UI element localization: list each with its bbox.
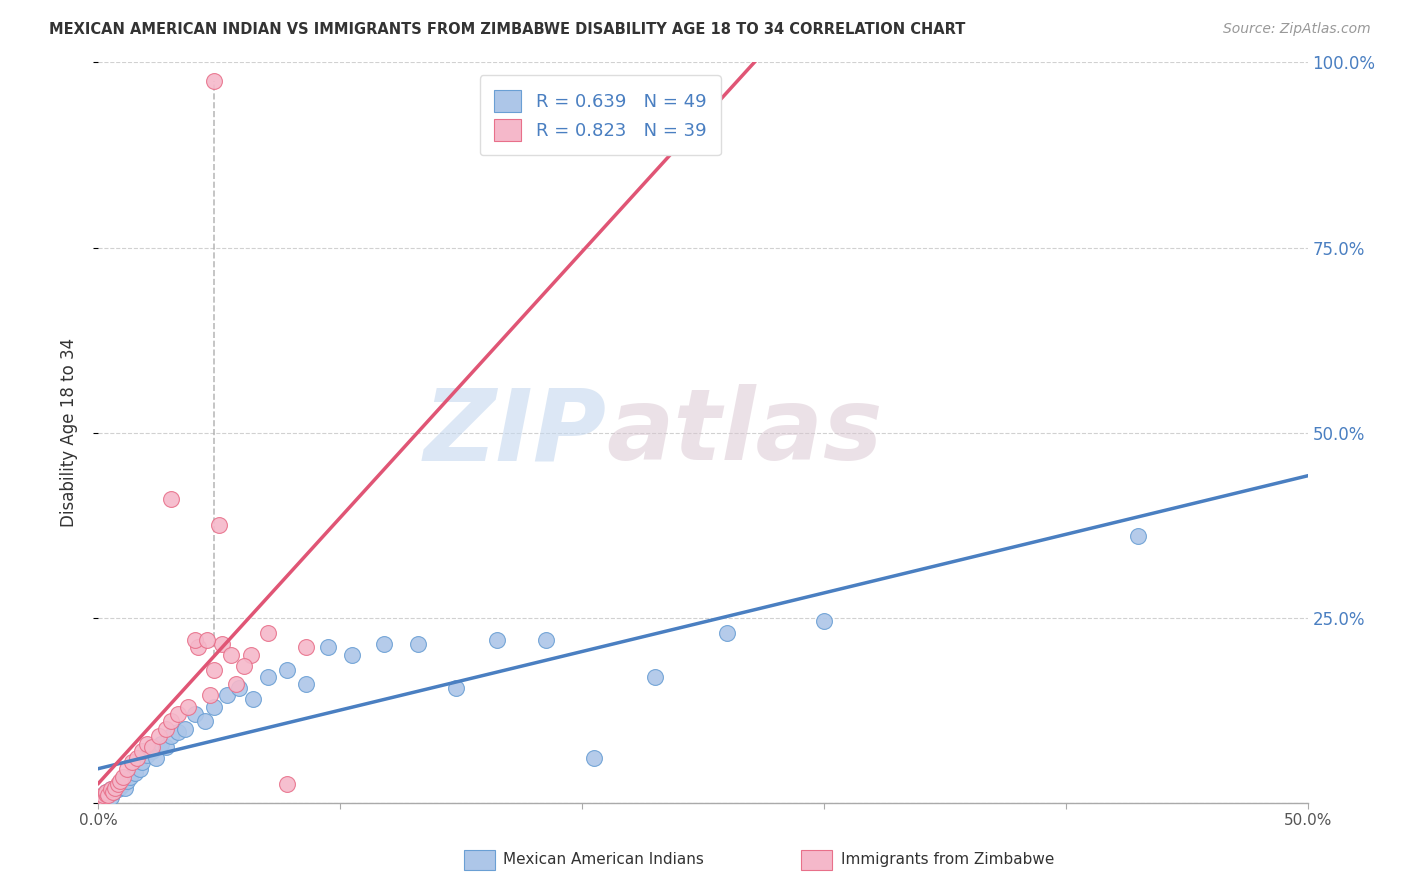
Point [118,770,141,784]
Point [373,637,395,651]
Point [256,670,278,684]
Point [583,751,606,765]
Point [111,770,134,784]
Point [100,782,122,797]
Point [194,714,217,729]
Point [160,729,183,743]
Point [135,747,157,762]
Point [94,787,117,801]
Legend: R = 0.639   N = 49, R = 0.823   N = 39: R = 0.639 N = 49, R = 0.823 N = 39 [479,75,721,155]
Point [204,663,226,677]
Point [90,794,112,808]
Point [145,751,167,765]
Point [108,773,131,788]
Point [239,648,262,662]
Point [160,492,183,507]
Point [184,706,207,721]
Point [534,632,557,647]
Point [167,725,190,739]
Point [195,632,218,647]
Point [97,789,120,803]
Point [101,785,124,799]
Point [187,640,209,655]
Point [486,632,509,647]
Point [91,789,114,803]
Point [242,692,264,706]
Text: Immigrants from Zimbabwe: Immigrants from Zimbabwe [841,853,1054,867]
Point [111,777,134,791]
Point [121,755,143,769]
Point [94,785,117,799]
Point [100,789,122,804]
Point [141,744,163,758]
Point [131,744,153,758]
Point [716,625,738,640]
Point [100,782,122,797]
Point [211,637,233,651]
Point [208,518,231,533]
Point [167,706,190,721]
Point [91,789,114,804]
Point [295,640,318,655]
Point [232,658,254,673]
Point [204,74,226,88]
Point [198,689,221,703]
Point [155,722,177,736]
Point [406,637,429,651]
Y-axis label: Disability Age 18 to 34: Disability Age 18 to 34 [59,338,77,527]
Point [148,729,170,743]
Point [160,714,183,729]
Point [813,615,835,629]
Point [342,648,364,662]
Point [295,677,318,691]
Point [104,780,127,795]
Point [141,740,163,755]
Point [155,740,177,755]
Point [107,782,129,797]
Point [94,785,117,799]
Point [108,780,131,794]
Point [221,648,243,662]
Point [91,789,114,804]
Point [90,794,112,808]
Point [104,780,127,795]
Point [127,751,149,765]
Point [644,670,666,684]
Point [225,677,247,691]
Point [177,699,200,714]
Point [107,777,129,791]
Point [128,763,150,777]
Text: atlas: atlas [606,384,883,481]
Point [131,755,153,769]
Point [114,780,136,795]
Point [97,789,120,803]
Point [228,681,250,695]
Point [256,625,278,640]
Point [184,632,207,647]
Point [174,722,197,736]
Point [316,640,339,655]
Point [117,773,139,788]
Point [215,689,238,703]
Point [1128,529,1150,543]
Point [90,791,112,805]
Point [91,789,114,803]
Point [117,763,139,777]
Point [94,787,117,801]
Text: MEXICAN AMERICAN INDIAN VS IMMIGRANTS FROM ZIMBABWE DISABILITY AGE 18 TO 34 CORR: MEXICAN AMERICAN INDIAN VS IMMIGRANTS FR… [49,22,966,37]
Point [446,681,468,695]
Point [276,663,298,677]
Point [276,777,298,791]
Point [204,699,226,714]
Point [101,785,124,799]
Point [124,766,146,780]
Point [90,791,112,805]
Point [135,737,157,751]
Text: Source: ZipAtlas.com: Source: ZipAtlas.com [1223,22,1371,37]
Text: Mexican American Indians: Mexican American Indians [503,853,704,867]
Point [150,737,173,751]
Text: ZIP: ZIP [423,384,606,481]
